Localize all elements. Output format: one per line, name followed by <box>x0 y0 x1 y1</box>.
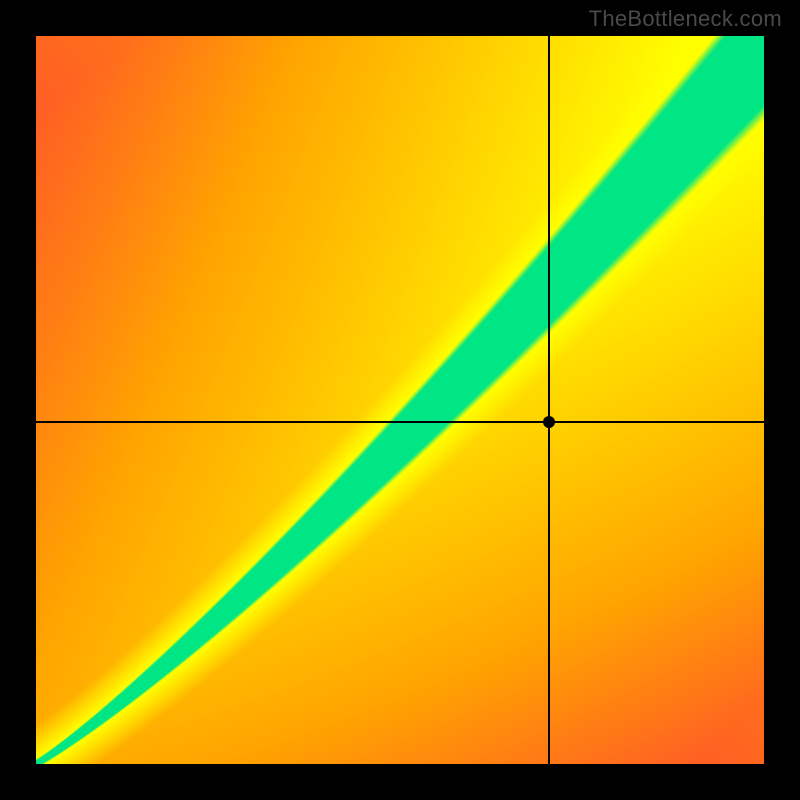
heatmap-canvas <box>36 36 764 764</box>
plot-area <box>36 36 764 764</box>
crosshair-vertical <box>548 36 550 764</box>
crosshair-marker <box>543 416 555 428</box>
crosshair-horizontal <box>36 421 764 423</box>
watermark-text: TheBottleneck.com <box>589 6 782 32</box>
